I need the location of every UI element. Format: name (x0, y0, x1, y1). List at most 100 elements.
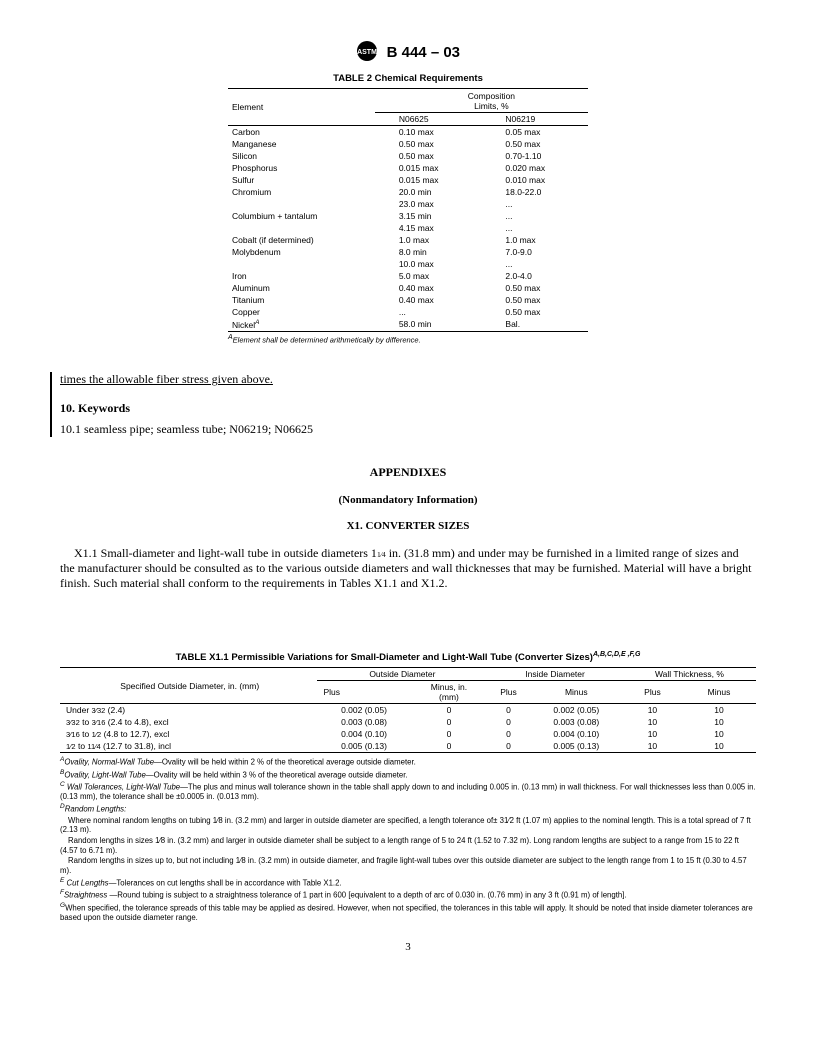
table2-element-cell: Carbon (228, 126, 375, 139)
table2-element-cell: Molybdenum (228, 246, 375, 258)
table2-n06625-cell: 23.0 max (375, 198, 482, 210)
tablex1-notes: AOvality, Normal-Wall Tube—Ovality will … (60, 756, 756, 922)
tablex1-cell: 0.004 (0.10) (530, 728, 623, 740)
table2-n06219-cell: 0.010 max (481, 174, 588, 186)
keywords-header: 10. Keywords (60, 401, 756, 416)
appendix-subtitle: (Nonmandatory Information) (60, 494, 756, 506)
tablex1-cell: 0.003 (0.08) (530, 716, 623, 728)
document-header: ASTM B 444 – 03 (60, 40, 756, 65)
tablex1-cell: 10 (682, 716, 756, 728)
table2-element-cell: Copper (228, 306, 375, 318)
tablex1-wt-minus: Minus (682, 681, 756, 704)
table2-col-composition: CompositionLimits, % (375, 89, 588, 113)
tablex1-od-plus: Plus (317, 681, 410, 704)
table2-n06625-cell: 58.0 min (375, 318, 482, 331)
x1-title: X1. CONVERTER SIZES (60, 520, 756, 532)
tablex1-cell: 3⁄32 to 3⁄16 (2.4 to 4.8), excl (60, 716, 317, 728)
tablex1-col-id: Inside Diameter (487, 668, 623, 681)
table2-n06219-cell: 0.50 max (481, 282, 588, 294)
tablex1-cell: Under 3⁄32 (2.4) (60, 704, 317, 717)
body-line1: times the allowable fiber stress given a… (60, 372, 756, 387)
table2-n06219-cell: 18.0-22.0 (481, 186, 588, 198)
table2-sub1: N06625 (375, 113, 482, 126)
tablex1-cell: 0 (487, 716, 529, 728)
tablex1-cell: 1⁄2 to 11⁄4 (12.7 to 31.8), incl (60, 740, 317, 753)
tablex1-col-spec: Specified Outside Diameter, in. (mm) (60, 668, 317, 704)
table2-n06219-cell: 0.020 max (481, 162, 588, 174)
table2-n06219-cell: 0.50 max (481, 138, 588, 150)
tablex1-cell: 0.005 (0.13) (530, 740, 623, 753)
tablex1-cell: 0.002 (0.05) (530, 704, 623, 717)
tablex1-cell: 0.005 (0.13) (317, 740, 410, 753)
table2-element-cell: Columbium + tantalum (228, 210, 375, 222)
tablex1-cell: 10 (623, 716, 682, 728)
table2-footnote: AElement shall be determined arithmetica… (228, 334, 588, 345)
tablex1-cell: 0 (411, 704, 488, 717)
table2-element-cell: Phosphorus (228, 162, 375, 174)
astm-logo-icon: ASTM (356, 40, 378, 65)
table2-n06219-cell: 0.70-1.10 (481, 150, 588, 162)
table2-n06625-cell: 5.0 max (375, 270, 482, 282)
tablex1-cell: 10 (623, 728, 682, 740)
tablex1-wt-plus: Plus (623, 681, 682, 704)
table2-element-cell: Iron (228, 270, 375, 282)
table2-n06625-cell: 1.0 max (375, 234, 482, 246)
tablex1-cell: 0 (487, 740, 529, 753)
tablex1-cell: 10 (682, 740, 756, 753)
tablex1-cell: 0 (411, 728, 488, 740)
table2-n06219-cell: 2.0-4.0 (481, 270, 588, 282)
table2-n06219-cell: 1.0 max (481, 234, 588, 246)
table2-n06219-cell: 0.50 max (481, 306, 588, 318)
table2-n06219-cell: 0.50 max (481, 294, 588, 306)
tablex1-title: TABLE X1.1 Permissible Variations for Sm… (60, 651, 756, 663)
table2-element-cell: Cobalt (if determined) (228, 234, 375, 246)
x1-paragraph: X1.1 Small-diameter and light-wall tube … (60, 546, 756, 591)
tablex1-col-wt: Wall Thickness, % (623, 668, 756, 681)
tablex1-od-minus: Minus, in.(mm) (411, 681, 488, 704)
tablex1-cell: 0.002 (0.05) (317, 704, 410, 717)
table2-element-cell: Titanium (228, 294, 375, 306)
keywords-text: 10.1 seamless pipe; seamless tube; N0621… (60, 422, 756, 437)
table2-n06625-cell: 0.50 max (375, 138, 482, 150)
table2: Element CompositionLimits, % N06625 N062… (228, 88, 588, 332)
table2-container: TABLE 2 Chemical Requirements Element Co… (228, 73, 588, 344)
tablex1-cell: 10 (682, 728, 756, 740)
table2-n06219-cell: ... (481, 210, 588, 222)
tablex1-cell: 10 (623, 704, 682, 717)
table2-col-element: Element (228, 89, 375, 126)
tablex1-cell: 0 (487, 704, 529, 717)
appendix-title: APPENDIXES (60, 465, 756, 480)
table2-element-cell (228, 258, 375, 270)
table2-title: TABLE 2 Chemical Requirements (228, 73, 588, 84)
tablex1-cell: 0 (411, 740, 488, 753)
table2-element-cell: Manganese (228, 138, 375, 150)
table2-n06219-cell: ... (481, 258, 588, 270)
table2-n06625-cell: 8.0 min (375, 246, 482, 258)
table2-n06625-cell: 3.15 min (375, 210, 482, 222)
table2-element-cell: Silicon (228, 150, 375, 162)
tablex1-cell: 0.003 (0.08) (317, 716, 410, 728)
table2-sub2: N06219 (481, 113, 588, 126)
tablex1-cell: 10 (682, 704, 756, 717)
table2-n06625-cell: 4.15 max (375, 222, 482, 234)
tablex1-cell: 0 (411, 716, 488, 728)
table2-n06219-cell: 7.0-9.0 (481, 246, 588, 258)
page-number: 3 (60, 941, 756, 953)
page-container: ASTM B 444 – 03 TABLE 2 Chemical Require… (0, 0, 816, 973)
table2-n06219-cell: 0.05 max (481, 126, 588, 139)
table2-n06625-cell: 0.015 max (375, 174, 482, 186)
tablex1-id-plus: Plus (487, 681, 529, 704)
table2-n06625-cell: 0.10 max (375, 126, 482, 139)
table2-n06625-cell: 20.0 min (375, 186, 482, 198)
tablex1-id-minus: Minus (530, 681, 623, 704)
tablex1-cell: 10 (623, 740, 682, 753)
table2-n06625-cell: 0.015 max (375, 162, 482, 174)
table2-n06625-cell: 0.50 max (375, 150, 482, 162)
table2-n06625-cell: 0.40 max (375, 282, 482, 294)
table2-element-cell: Chromium (228, 186, 375, 198)
table2-element-cell (228, 198, 375, 210)
tablex1-cell: 0 (487, 728, 529, 740)
table2-n06219-cell: ... (481, 198, 588, 210)
table2-element-cell (228, 222, 375, 234)
tablex1-cell: 0.004 (0.10) (317, 728, 410, 740)
